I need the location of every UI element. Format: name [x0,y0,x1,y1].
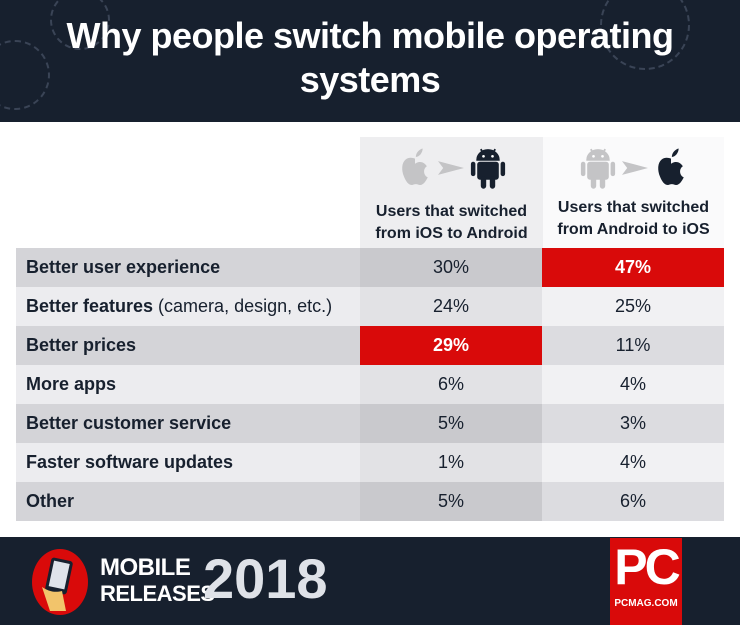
row-label-text: Better customer service [26,413,232,433]
column-label: from Android to iOS [557,221,710,238]
pcmag-logo-text: PC [614,539,680,595]
value-cell: 25% [542,287,724,326]
table-row: Faster software updates 1% 4% [16,443,724,482]
row-label-text: Other [26,491,75,511]
table-row: Better prices 29% 11% [16,326,724,365]
arrow-icon [622,159,648,177]
highlighted-cell: 47% [542,248,724,287]
value-cell: 6% [360,365,542,404]
table-row: Better user experience 30% 47% [16,248,724,287]
row-label: Better user experience [16,248,360,287]
value-cell: 5% [360,482,542,521]
pcmag-logo[interactable]: PC PCMAG.COM [610,538,682,625]
row-label: Better prices [16,326,360,365]
globe-decoration [50,0,110,50]
value-cell: 30% [360,248,542,287]
phone-hand-logo [32,549,88,615]
column-label: from iOS to Android [375,225,528,242]
row-label: Other [16,482,360,521]
value-cell: 1% [360,443,542,482]
row-label-text: Better features [26,296,154,316]
value-cell: 6% [542,482,724,521]
value-cell: 3% [542,404,724,443]
pcmag-logo-subtext: PCMAG.COM [614,598,678,609]
table-row: Better customer service 5% 3% [16,404,724,443]
table-row: Other 5% 6% [16,482,724,521]
footer-line2: RELEASES [100,581,215,606]
row-label-note: (camera, design, etc.) [153,296,333,316]
column-header-ios-to-android: Users that switched from iOS to Android [360,137,543,248]
android-icon [470,145,506,191]
row-label-text: More apps [26,374,117,394]
highlighted-cell: 29% [360,326,542,365]
page-title: Why people switch mobile operating syste… [66,15,674,100]
row-label: Better features (camera, design, etc.) [16,287,360,326]
apple-icon [398,148,432,188]
android-icon [580,145,616,191]
value-cell: 5% [360,404,542,443]
row-label: More apps [16,365,360,404]
row-label: Faster software updates [16,443,360,482]
row-label-text: Better user experience [26,257,221,277]
table-row: Better features (camera, design, etc.) 24… [16,287,724,326]
column-label: Users that switched [557,199,710,216]
row-label-text: Faster software updates [26,452,234,472]
column-header-android-to-ios: Users that switched from Android to iOS [543,137,724,248]
footer-year: 2018 [203,547,328,610]
footer-line1: MOBILE [100,554,191,581]
row-label: Better customer service [16,404,360,443]
apple-icon [654,148,688,188]
column-label: Users that switched [375,203,528,220]
table-row: More apps 6% 4% [16,365,724,404]
value-cell: 24% [360,287,542,326]
header: Why people switch mobile operating syste… [0,0,740,122]
value-cell: 4% [542,443,724,482]
row-label-text: Better prices [26,335,137,355]
value-cell: 4% [542,365,724,404]
footer: MOBILE RELEASES 2018 PC PCMAG.COM [0,537,740,625]
value-cell: 11% [542,326,724,365]
arrow-icon [438,159,464,177]
